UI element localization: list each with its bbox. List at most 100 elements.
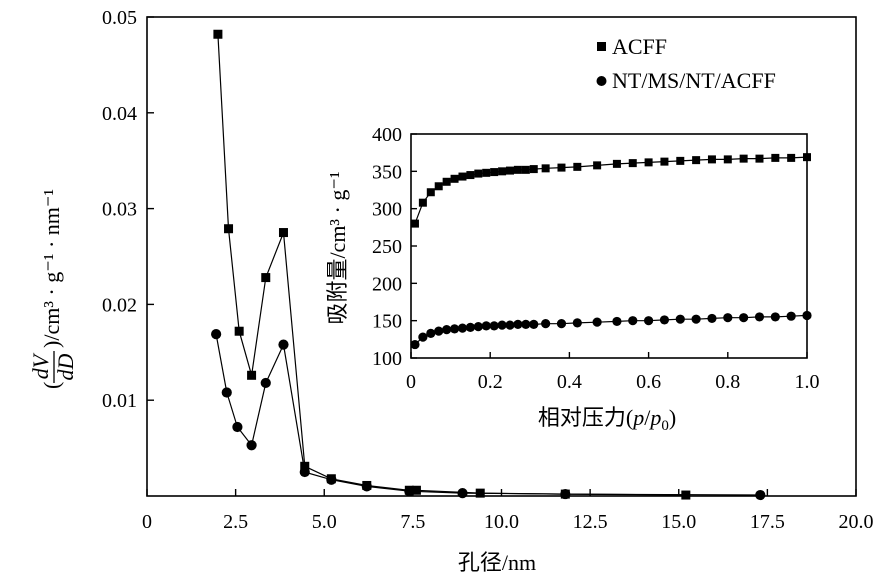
main-point-nt-ms-nt-acff [560, 488, 571, 500]
inset-point-acff [676, 156, 685, 165]
y-label-numerator: dV [28, 352, 53, 379]
inset-x-axis-label: 相对压力(p/p0) [538, 405, 676, 434]
inset-y-tick-label: 150 [372, 311, 402, 333]
inset-point-nt-ms-nt-acff [418, 332, 428, 342]
inset-x-tick-label: 0 [406, 371, 416, 393]
inset-point-acff [418, 198, 427, 207]
inset-point-nt-ms-nt-acff [434, 326, 444, 336]
inset-point-nt-ms-nt-acff [410, 339, 420, 350]
inset-point-acff [513, 165, 522, 174]
main-y-tick-label: 0.04 [102, 103, 137, 125]
inset-point-acff [541, 164, 550, 173]
inset-point-acff [739, 154, 748, 163]
inset-point-acff [426, 188, 435, 197]
inset-point-nt-ms-nt-acff [473, 322, 483, 332]
inset-x-label-suffix: ) [669, 405, 676, 430]
legend-marker-acff [597, 42, 606, 51]
inset-point-acff [410, 219, 419, 228]
main-point-nt-ms-nt-acff [457, 488, 468, 499]
inset-point-nt-ms-nt-acff [449, 324, 460, 334]
inset-x-tick-label: 0.4 [557, 371, 582, 393]
main-point-acff [234, 326, 244, 336]
inset-point-acff [692, 156, 701, 165]
inset-x-tick-label: 0.6 [636, 371, 661, 393]
inset-point-nt-ms-nt-acff [644, 316, 654, 326]
main-point-nt-ms-nt-acff [404, 486, 415, 497]
inset-point-nt-ms-nt-acff [426, 328, 436, 338]
inset-point-nt-ms-nt-acff [675, 314, 685, 324]
inset-point-acff [593, 161, 602, 170]
inset-point-nt-ms-nt-acff [489, 321, 499, 331]
inset-point-nt-ms-nt-acff [541, 319, 551, 329]
inset-point-acff [434, 182, 443, 191]
inset-point-acff [557, 163, 566, 172]
inset-point-nt-ms-nt-acff [754, 312, 765, 322]
inset-point-nt-ms-nt-acff [481, 321, 491, 331]
inset-y-tick-label: 100 [372, 348, 402, 370]
inset-point-acff [660, 157, 669, 166]
inset-x-tick-label: 0.2 [478, 371, 503, 393]
inset-x-label-p0-subscript: 0 [661, 418, 669, 434]
inset-y-tick-label: 250 [372, 236, 402, 258]
inset-point-acff [803, 153, 811, 162]
inset-x-label-prefix: 相对压力( [538, 405, 633, 430]
main-point-acff [247, 370, 257, 380]
inset-point-nt-ms-nt-acff [592, 317, 602, 327]
main-x-tick-label: 12.5 [573, 511, 608, 533]
main-point-acff [213, 29, 223, 39]
inset-point-nt-ms-nt-acff [786, 311, 796, 321]
inset-point-acff [466, 171, 475, 180]
main-x-tick-label: 7.5 [400, 511, 425, 533]
main-y-tick-label: 0.02 [102, 294, 137, 316]
main-point-nt-ms-nt-acff [299, 466, 310, 478]
main-point-nt-ms-nt-acff [361, 481, 372, 492]
inset-point-nt-ms-nt-acff [465, 322, 475, 332]
inset-point-acff [506, 166, 514, 175]
inset-point-nt-ms-nt-acff [612, 316, 622, 327]
inset-point-acff [458, 172, 467, 181]
main-y-axis-label: ( dV dD )/cm³ · g⁻¹ · nm⁻¹ [28, 189, 78, 389]
main-x-tick-label: 15.0 [661, 511, 696, 533]
y-label-open-paren: ( [39, 382, 64, 389]
legend-marker-nt-ms-nt-acff [596, 76, 607, 86]
inset-point-nt-ms-nt-acff [723, 313, 733, 323]
inset-x-label-slash: / [644, 405, 651, 430]
main-point-nt-ms-nt-acff [211, 328, 222, 340]
inset-point-nt-ms-nt-acff [770, 312, 780, 322]
main-point-acff [411, 485, 421, 495]
main-point-nt-ms-nt-acff [260, 377, 271, 389]
main-series [211, 29, 766, 501]
inset-point-acff [450, 174, 459, 183]
main-x-tick-label: 2.5 [223, 511, 248, 533]
inset-point-nt-ms-nt-acff [628, 316, 638, 326]
inset-point-acff [482, 168, 491, 177]
main-tick-labels: 0 2.5 5.0 7.5 10.0 12.5 15.0 17.5 20.0 0.01 0.02 0.… [102, 7, 874, 533]
main-point-acff [224, 224, 234, 234]
inset-point-nt-ms-nt-acff [572, 318, 582, 328]
inset-point-acff [573, 162, 582, 171]
main-point-nt-ms-nt-acff [232, 421, 243, 433]
legend-label-nt-ms-nt-acff: NT/MS/NT/ACFF [612, 68, 776, 93]
inset-series [410, 153, 812, 350]
inset-point-acff [498, 167, 507, 176]
main-point-nt-ms-nt-acff [278, 339, 289, 350]
main-x-tick-label: 0 [142, 511, 152, 533]
main-point-nt-ms-nt-acff [755, 489, 766, 501]
main-x-tick-label: 20.0 [839, 511, 874, 533]
main-point-acff [261, 273, 271, 283]
inset-point-acff [628, 159, 637, 168]
main-y-tick-label: 0.05 [102, 7, 137, 29]
main-x-tick-label: 5.0 [312, 511, 337, 533]
inset-point-acff [529, 165, 538, 174]
main-point-nt-ms-nt-acff [221, 387, 232, 398]
inset-point-acff [755, 154, 764, 163]
inset-x-tick-label: 1.0 [795, 371, 820, 393]
inset-point-nt-ms-nt-acff [497, 320, 507, 330]
main-point-acff [300, 461, 310, 471]
inset-point-acff [771, 153, 780, 162]
inset-x-label-p0: p [648, 405, 661, 430]
inset-point-nt-ms-nt-acff [691, 314, 701, 324]
inset-point-nt-ms-nt-acff [521, 319, 531, 329]
inset-point-nt-ms-nt-acff [457, 323, 468, 333]
